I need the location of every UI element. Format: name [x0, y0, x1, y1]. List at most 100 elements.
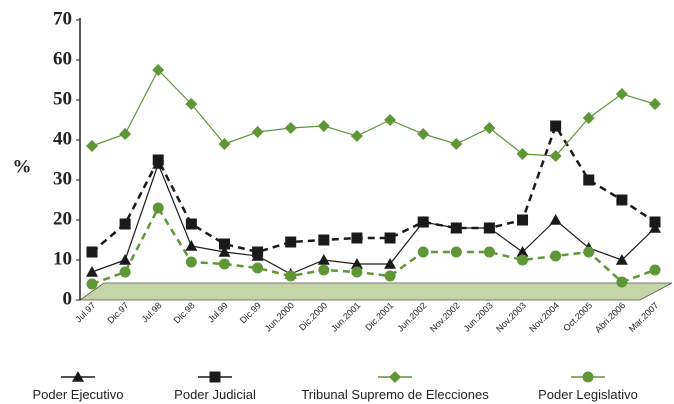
data-point	[615, 88, 628, 100]
x-tick-label: Abri.2006	[593, 300, 627, 334]
data-point	[86, 278, 98, 290]
y-tick-label: 10	[53, 248, 72, 269]
y-tick-label: 70	[53, 8, 72, 29]
data-point	[351, 266, 363, 278]
legend-marker	[389, 371, 401, 383]
x-tick-label: Jun.2003	[462, 300, 495, 333]
y-label: %	[13, 156, 32, 177]
x-tick-label: Jun.2002	[395, 300, 428, 333]
legend-label: Tribunal Supremo de Elecciones	[301, 387, 489, 402]
data-point	[185, 98, 198, 110]
data-point	[218, 138, 231, 150]
series-line	[91, 68, 656, 157]
x-tick-label: Nov.2004	[527, 300, 561, 334]
y-tick-label: 40	[53, 128, 72, 149]
data-point	[483, 122, 496, 134]
data-point	[152, 154, 164, 166]
series-line	[91, 123, 656, 254]
data-point	[417, 216, 429, 228]
x-tick-label: Jun.2001	[329, 300, 362, 333]
data-point	[649, 264, 661, 276]
data-point	[86, 246, 98, 258]
data-point	[185, 240, 198, 251]
data-point	[549, 214, 562, 225]
data-point	[516, 148, 529, 160]
data-point	[119, 128, 132, 140]
floor	[78, 282, 673, 301]
data-point	[450, 138, 463, 150]
data-point	[516, 246, 529, 257]
data-point	[350, 130, 363, 142]
data-point	[284, 122, 297, 134]
data-point	[517, 214, 529, 226]
data-point	[649, 216, 661, 228]
data-point	[318, 264, 330, 276]
x-tick-label: Nov.2003	[494, 300, 528, 334]
data-point	[517, 254, 529, 266]
data-point	[285, 236, 297, 248]
data-point	[450, 222, 462, 234]
x-tick-label: Nov.2002	[428, 300, 462, 334]
data-point	[185, 256, 197, 268]
y-tick-label: 0	[63, 288, 73, 309]
data-point	[550, 250, 562, 262]
x-tick-label: Jul.97	[73, 300, 97, 324]
y-tick-label: 20	[53, 208, 72, 229]
legend-label: Poder Judicial	[174, 387, 256, 402]
y-tick-label: 30	[53, 168, 72, 189]
data-point	[616, 194, 628, 206]
series-line	[91, 162, 656, 275]
data-point	[252, 262, 264, 274]
data-point	[483, 222, 495, 234]
data-point	[384, 258, 397, 269]
data-point	[152, 202, 164, 214]
data-point	[318, 234, 330, 246]
data-point	[450, 246, 462, 258]
data-point	[549, 150, 562, 162]
legend-label: Poder Legislativo	[538, 387, 638, 402]
legend-marker	[582, 371, 594, 383]
data-point	[550, 120, 562, 132]
x-tick-label: Jul.99	[206, 300, 230, 324]
data-point	[218, 258, 230, 270]
data-point	[317, 120, 330, 132]
data-point	[252, 246, 264, 258]
data-point	[351, 232, 363, 244]
data-point	[384, 114, 397, 126]
series-line	[91, 205, 656, 286]
data-point	[583, 174, 595, 186]
data-point	[152, 64, 165, 76]
data-point	[185, 218, 197, 230]
x-tick-label: Dic.98	[172, 300, 197, 325]
data-point	[582, 112, 595, 124]
data-point	[119, 218, 131, 230]
data-point	[251, 126, 264, 138]
data-point	[384, 232, 396, 244]
x-tick-label: Mar.2007	[627, 300, 661, 334]
data-point	[417, 128, 430, 140]
data-point	[119, 254, 132, 265]
x-tick-label: Dic.2000	[297, 300, 329, 332]
data-point	[350, 258, 363, 269]
data-point	[615, 254, 628, 265]
legend-marker	[72, 371, 84, 382]
data-point	[119, 266, 131, 278]
x-tick-label: Dic.97	[105, 300, 130, 325]
data-point	[417, 246, 429, 258]
data-point	[384, 270, 396, 282]
data-point	[86, 140, 98, 152]
data-point	[86, 266, 98, 277]
y-tick-label: 50	[53, 88, 72, 109]
data-point	[218, 246, 231, 257]
x-tick-label: Oct.2005	[561, 300, 594, 333]
data-point	[317, 254, 330, 265]
x-tick-label: Jun.2000	[263, 300, 296, 333]
legend-marker	[209, 371, 221, 383]
data-point	[285, 270, 297, 282]
legend-label: Poder Ejecutivo	[32, 387, 123, 402]
y-tick-label: 60	[53, 48, 72, 69]
x-tick-label: Jul.98	[140, 300, 164, 324]
data-point	[483, 246, 495, 258]
data-point	[583, 246, 595, 258]
